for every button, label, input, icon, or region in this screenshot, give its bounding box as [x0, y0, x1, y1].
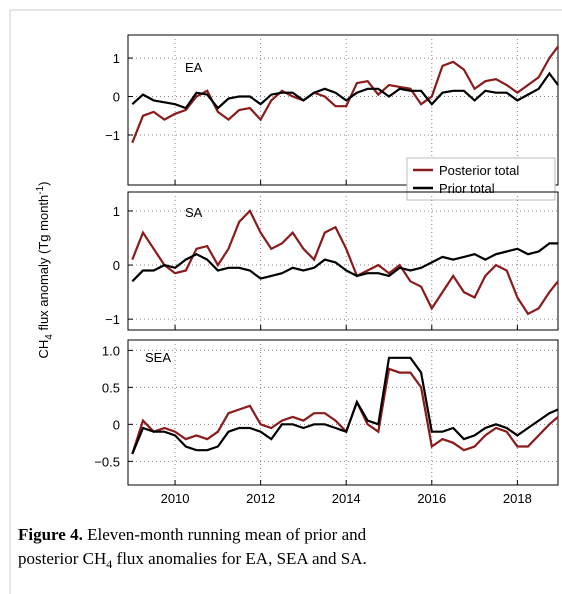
series-line — [131, 71, 559, 110]
x-tick-label: 2014 — [332, 491, 361, 506]
caption-text: flux anomalies for EA, SEA and SA. — [112, 549, 367, 568]
caption-label: Figure 4. — [18, 525, 83, 544]
legend-label: Posterior total — [439, 163, 519, 178]
caption-line: Figure 4. Eleven-month running mean of p… — [18, 525, 367, 544]
x-tick-label: 2016 — [417, 491, 446, 506]
legend-box — [406, 157, 556, 201]
panel-title: SA — [185, 205, 203, 220]
plot-frame — [127, 339, 559, 486]
plot-frame — [127, 34, 559, 186]
caption-line: posterior CH4 flux anomalies for EA, SEA… — [18, 549, 367, 571]
series-line — [131, 356, 559, 455]
panel-title: EA — [185, 60, 203, 75]
series-line — [131, 209, 559, 316]
caption-text: Eleven-month running mean of prior and — [83, 525, 367, 544]
x-tick-label: 2010 — [161, 491, 190, 506]
panel-title: SEA — [145, 350, 171, 365]
y-label-part: ) — [36, 181, 51, 185]
plot-frame — [127, 191, 559, 331]
series-line — [131, 242, 558, 283]
x-tick-label: 2012 — [246, 491, 275, 506]
y-tick-label: 0 — [113, 417, 120, 432]
series-line — [131, 45, 559, 144]
y-tick-label: 0 — [113, 258, 120, 273]
x-tick-label: 2018 — [503, 491, 532, 506]
y-label-sup: -1 — [35, 185, 46, 194]
y-tick-label: −1 — [105, 128, 120, 143]
y-tick-label: 1 — [113, 204, 120, 219]
y-tick-label: 1 — [113, 51, 120, 66]
series-line — [131, 367, 559, 455]
y-tick-label: −1 — [105, 312, 120, 327]
y-tick-label: −0.5 — [94, 454, 120, 469]
caption-sub: 4 — [106, 557, 112, 571]
y-tick-label: 0.5 — [102, 380, 120, 395]
y-label-sub: 4 — [44, 334, 55, 340]
y-tick-label: 1.0 — [102, 343, 120, 358]
y-axis-label: CH4 flux anomaly (Tg month-1) — [35, 181, 55, 358]
y-label-part: flux anomaly (Tg month — [36, 195, 51, 334]
caption-text: posterior CH — [18, 549, 106, 568]
y-tick-label: 0 — [113, 90, 120, 105]
y-label-part: CH — [36, 340, 51, 359]
legend-label: Prior total — [439, 181, 495, 196]
